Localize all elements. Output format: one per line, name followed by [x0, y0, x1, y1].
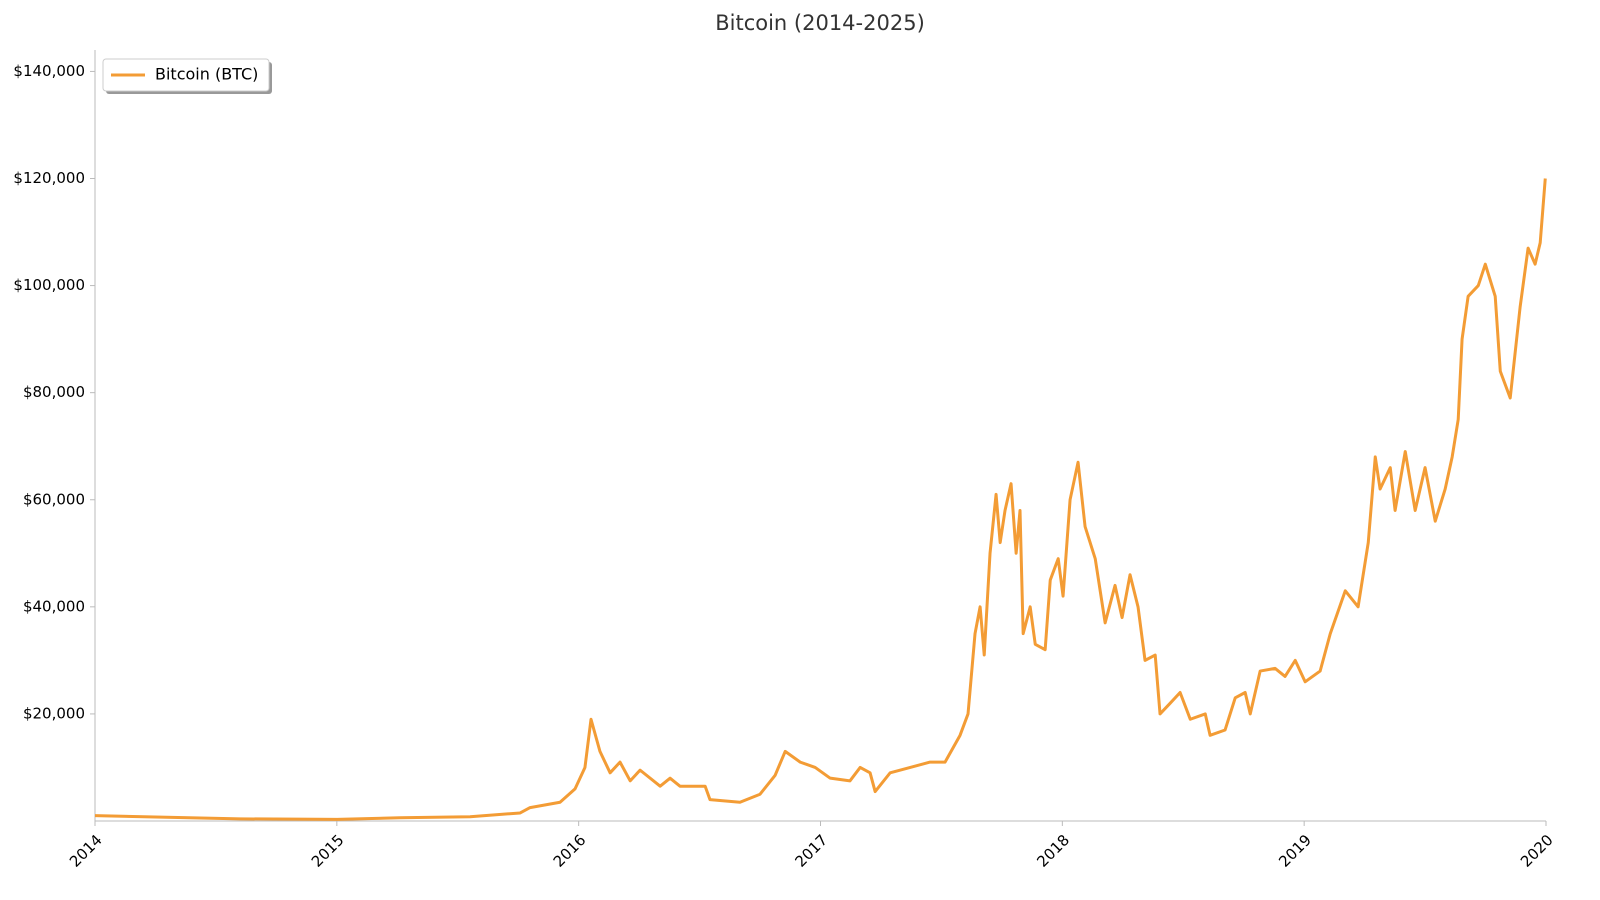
- x-tick-label: 2018: [1033, 831, 1073, 871]
- x-tick-label: 2016: [550, 831, 590, 871]
- y-tick-label: $140,000: [13, 62, 85, 80]
- legend-box: [102, 58, 270, 92]
- y-tick-label: $80,000: [23, 383, 85, 401]
- legend: Bitcoin (BTC): [102, 58, 272, 94]
- y-tick-label: $60,000: [23, 490, 85, 508]
- x-tick-label: 2017: [792, 831, 832, 871]
- x-tick-label: 2020: [1517, 831, 1557, 871]
- price-line: [94, 178, 1547, 821]
- legend-label: Bitcoin (BTC): [155, 65, 258, 84]
- x-tick-label: 2019: [1275, 831, 1315, 871]
- y-tick-label: $120,000: [13, 169, 85, 187]
- chart-title: Bitcoin (2014-2025): [715, 11, 925, 35]
- x-tick-label: 2015: [308, 831, 348, 871]
- y-tick-label: $100,000: [13, 276, 85, 294]
- x-tick-label: 2014: [66, 831, 106, 871]
- y-tick-label: $40,000: [23, 597, 85, 615]
- y-tick-label: $20,000: [23, 704, 85, 722]
